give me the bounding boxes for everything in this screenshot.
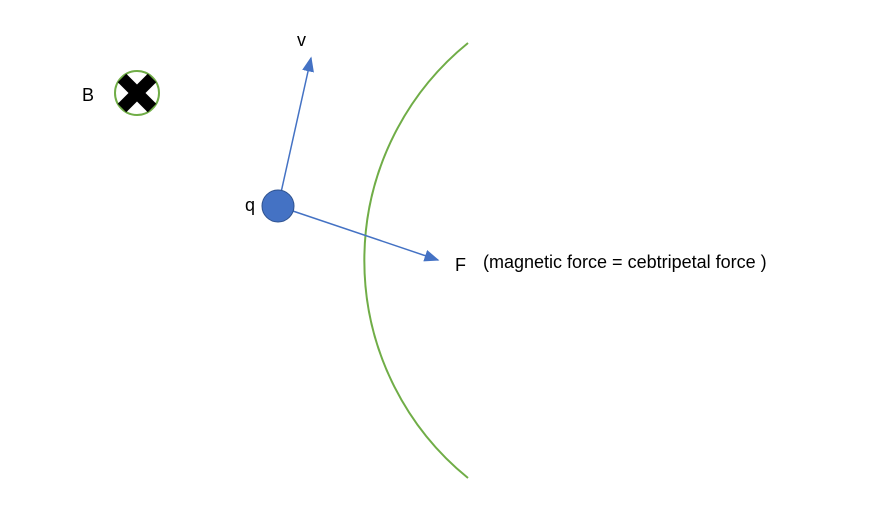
velocity-vector [278, 58, 311, 206]
force-vector [278, 206, 438, 260]
b-field-cross-icon [122, 78, 152, 108]
circular-path-arc [364, 43, 468, 478]
label-F-note: (magnetic force = cebtripetal force ) [483, 252, 767, 273]
label-B: B [82, 85, 94, 106]
charge-particle [262, 190, 294, 222]
label-F: F [455, 255, 466, 276]
label-v: v [297, 30, 306, 51]
label-q: q [245, 195, 255, 216]
